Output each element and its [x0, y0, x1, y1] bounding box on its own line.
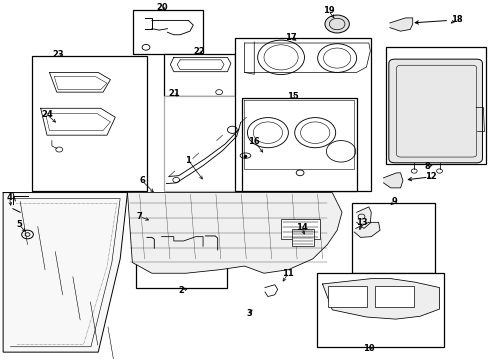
Polygon shape [3, 193, 127, 352]
Text: 18: 18 [450, 15, 462, 24]
Text: 3: 3 [246, 309, 252, 318]
Text: 5: 5 [16, 220, 22, 229]
Text: 24: 24 [41, 110, 53, 119]
Text: 2: 2 [178, 286, 183, 295]
Bar [234, 39, 370, 191]
Bar [328, 286, 366, 307]
Polygon shape [322, 279, 439, 319]
Polygon shape [353, 222, 379, 237]
Text: 12: 12 [424, 172, 436, 181]
Text: 8: 8 [424, 162, 429, 171]
Text: 6: 6 [139, 176, 145, 185]
Text: 23: 23 [52, 50, 64, 59]
Bar [163, 54, 234, 96]
Bar [32, 56, 147, 191]
Text: 11: 11 [282, 269, 294, 278]
Text: 22: 22 [193, 47, 205, 56]
Bar [374, 286, 413, 307]
Text: 7: 7 [137, 212, 142, 221]
Bar [281, 220, 320, 239]
Circle shape [325, 15, 348, 33]
Bar [316, 273, 444, 347]
Text: 16: 16 [248, 137, 260, 146]
Bar [136, 230, 227, 288]
Polygon shape [356, 207, 370, 228]
Bar [163, 96, 244, 191]
Text: 17: 17 [285, 33, 297, 42]
Bar [385, 47, 485, 164]
Bar [351, 203, 434, 273]
Bar [292, 229, 314, 246]
Bar [242, 98, 356, 191]
Bar [133, 10, 203, 54]
Text: 14: 14 [296, 223, 307, 232]
Text: 20: 20 [157, 3, 168, 12]
Text: 15: 15 [287, 92, 299, 101]
Text: 10: 10 [362, 344, 374, 353]
Text: 21: 21 [167, 89, 179, 98]
FancyBboxPatch shape [388, 59, 482, 163]
Text: 9: 9 [391, 197, 397, 206]
Polygon shape [127, 193, 341, 273]
Text: 1: 1 [185, 156, 191, 165]
Text: 19: 19 [322, 6, 333, 15]
Text: 4: 4 [6, 193, 12, 202]
Polygon shape [383, 173, 402, 188]
Text: 13: 13 [355, 218, 366, 227]
Polygon shape [389, 18, 412, 31]
